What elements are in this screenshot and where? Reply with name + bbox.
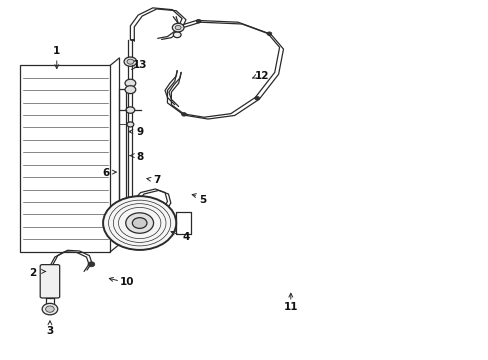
Text: 11: 11	[283, 302, 298, 312]
Circle shape	[103, 196, 176, 250]
Circle shape	[127, 122, 134, 127]
Circle shape	[124, 57, 137, 66]
Text: 1: 1	[53, 46, 61, 56]
Text: 3: 3	[46, 325, 54, 336]
Circle shape	[175, 26, 181, 30]
Text: 13: 13	[132, 60, 146, 70]
Circle shape	[196, 19, 201, 23]
FancyBboxPatch shape	[40, 265, 60, 298]
Text: 6: 6	[102, 168, 109, 178]
Circle shape	[88, 262, 95, 267]
Circle shape	[125, 79, 136, 87]
Text: 4: 4	[182, 232, 189, 242]
Circle shape	[132, 218, 147, 228]
Text: 12: 12	[254, 71, 268, 81]
Circle shape	[181, 113, 186, 116]
Text: 10: 10	[120, 277, 135, 287]
Circle shape	[125, 213, 153, 233]
Circle shape	[127, 59, 134, 64]
Circle shape	[266, 32, 271, 36]
Circle shape	[126, 107, 135, 113]
Text: 9: 9	[136, 127, 143, 136]
Circle shape	[172, 23, 183, 32]
Circle shape	[125, 86, 136, 94]
Bar	[119, 90, 126, 229]
Text: 7: 7	[153, 175, 160, 185]
Text: 8: 8	[136, 152, 143, 162]
Bar	[20, 65, 110, 252]
Text: 5: 5	[199, 195, 206, 205]
Circle shape	[173, 32, 181, 38]
Circle shape	[254, 96, 259, 100]
Circle shape	[45, 306, 54, 312]
Circle shape	[42, 303, 58, 315]
Text: 2: 2	[29, 268, 36, 278]
